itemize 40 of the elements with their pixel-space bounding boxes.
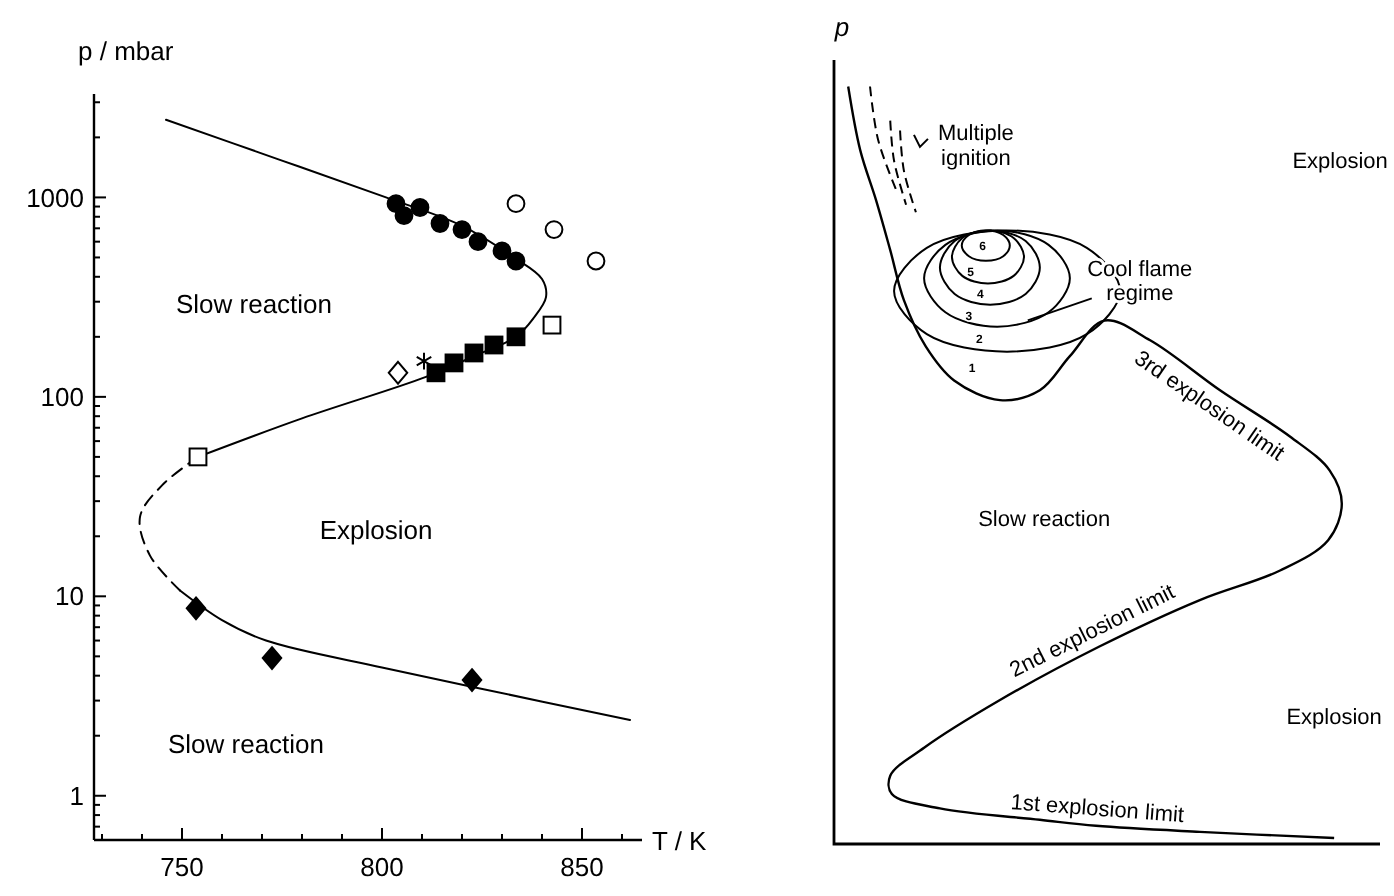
text: Explosion xyxy=(1286,705,1382,730)
annotation: Explosion xyxy=(319,515,433,546)
point xyxy=(394,206,414,226)
text: 1st explosion limit xyxy=(1009,791,1185,829)
point xyxy=(542,315,562,335)
y-tick-label: 10 xyxy=(55,581,84,612)
point xyxy=(188,447,208,467)
point xyxy=(506,327,526,347)
point xyxy=(544,220,564,239)
y-tick-label: 1 xyxy=(69,780,84,811)
point xyxy=(430,214,450,233)
point xyxy=(464,343,484,363)
point xyxy=(468,232,488,252)
point xyxy=(387,360,409,385)
x-axis-title: T / K xyxy=(652,826,708,856)
point xyxy=(484,335,504,355)
point xyxy=(410,198,430,217)
y-axis-title: p / mbar xyxy=(78,36,175,66)
x-tick-label: 800 xyxy=(360,852,404,882)
point xyxy=(415,351,433,371)
annotation: Slow reaction xyxy=(167,729,325,760)
text: Explosion xyxy=(1292,150,1388,175)
point xyxy=(452,220,472,239)
point xyxy=(492,241,512,261)
annotation: Slow reaction xyxy=(175,289,333,320)
point xyxy=(461,668,483,693)
point xyxy=(506,251,526,271)
point xyxy=(444,353,464,373)
y-tick-label: 100 xyxy=(40,381,84,412)
text: Slow reaction xyxy=(978,507,1111,532)
point xyxy=(261,646,283,671)
point xyxy=(586,251,606,271)
point xyxy=(426,363,446,383)
text: Multiple ignition xyxy=(938,122,1014,171)
x-tick-label: 750 xyxy=(160,852,204,882)
x-tick-label: 850 xyxy=(560,852,604,882)
point xyxy=(506,194,526,214)
point xyxy=(185,596,207,621)
y-tick-label: 1000 xyxy=(26,182,84,213)
text: p xyxy=(832,12,850,42)
